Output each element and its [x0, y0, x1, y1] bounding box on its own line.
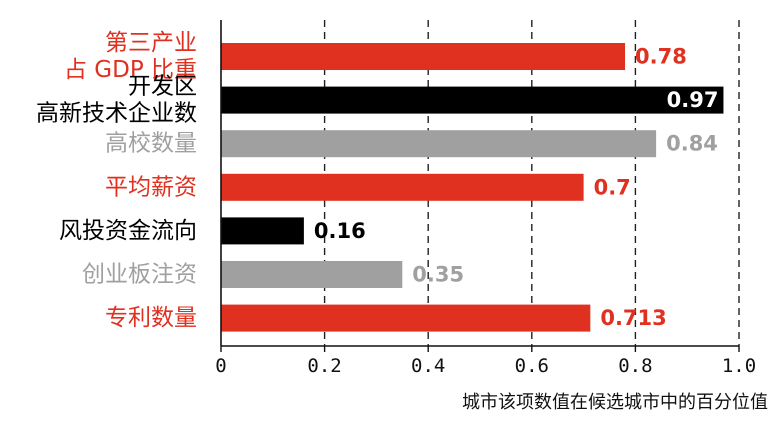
bar-0 [221, 43, 626, 70]
x-tick-label-0.2: 0.2 [307, 355, 341, 377]
bar-2 [221, 130, 657, 158]
value-labels: 0.78 0.97 0.84 0.7 0.16 0.35 0.713 [314, 45, 719, 331]
category-label-4: 风投资金流向 [59, 218, 197, 244]
value-label-0: 0.78 [635, 45, 687, 69]
category-label-5: 创业板注资 [82, 262, 197, 288]
category-label-3: 平均薪资 [105, 174, 197, 200]
category-label-1-line1: 高新技术企业数 [36, 101, 197, 127]
category-label-6: 专利数量 [105, 305, 197, 331]
value-label-6: 0.713 [600, 306, 666, 330]
bar-6 [221, 304, 591, 332]
category-label-2: 高校数量 [105, 131, 197, 157]
value-label-1: 0.97 [667, 88, 719, 112]
bar-3 [221, 173, 584, 201]
x-axis-title: 城市该项数值在候选城市中的百分位值 [462, 392, 768, 413]
bar-1 [221, 86, 724, 114]
category-label-1-line0: 开发区 [128, 74, 197, 100]
x-tick-label-1.0: 1.0 [722, 355, 756, 377]
x-axis: 0 0.2 0.4 0.6 0.8 1.0 [215, 20, 756, 377]
bars [221, 43, 724, 332]
x-tick-label-0.4: 0.4 [411, 355, 445, 377]
bar-4 [221, 217, 304, 245]
category-label-0-line0: 第三产业 [105, 30, 197, 56]
x-tick-label-0.8: 0.8 [618, 355, 652, 377]
value-label-5: 0.35 [412, 263, 464, 287]
category-label-0-line1: 占 GDP 比重 [64, 57, 197, 83]
value-label-2: 0.84 [666, 132, 718, 156]
value-label-3: 0.7 [594, 175, 631, 199]
x-tick-label-0: 0 [215, 355, 226, 377]
x-tick-label-0.6: 0.6 [515, 355, 549, 377]
bar-5 [221, 261, 403, 288]
value-label-4: 0.16 [314, 219, 366, 243]
